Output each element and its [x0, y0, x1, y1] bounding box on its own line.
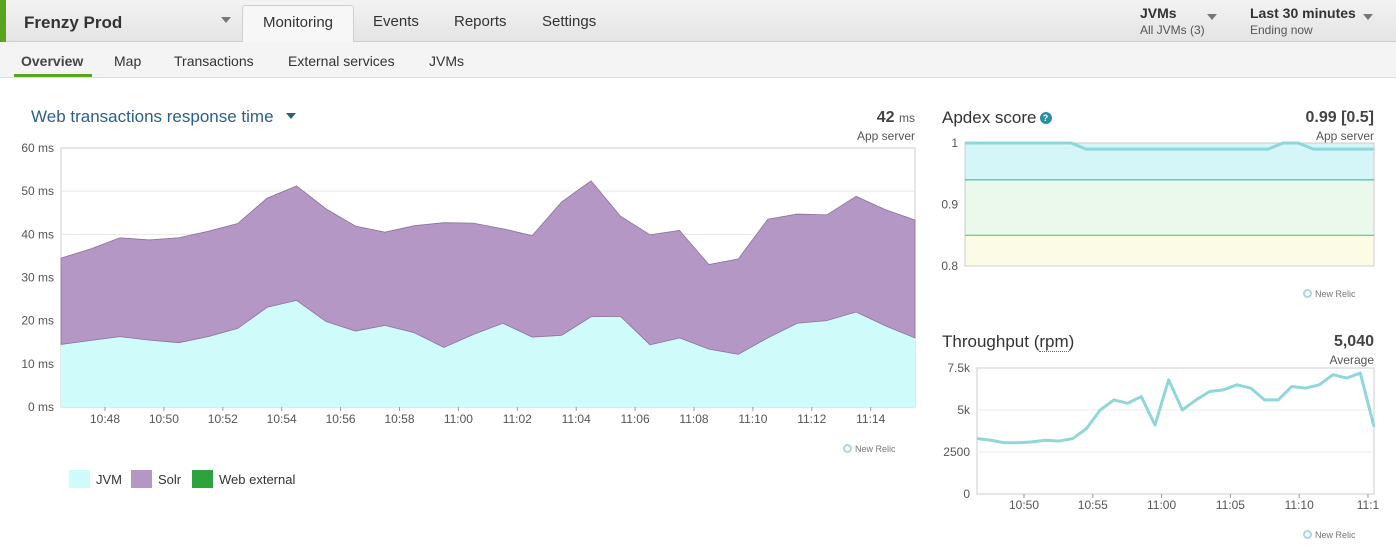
response-x-tick: 11:12: [797, 412, 826, 426]
app-dropdown-chevron-icon[interactable]: [221, 17, 231, 23]
legend-swatch-web-external: [192, 470, 213, 488]
time-chevron-down-icon: [1363, 14, 1373, 20]
subtab-overview[interactable]: Overview: [21, 53, 84, 69]
response-y-tick: 50 ms: [21, 184, 54, 198]
apdex-title-text: Apdex score: [942, 108, 1037, 127]
response-x-tick: 11:06: [621, 412, 650, 426]
series-area-jvm: [61, 300, 915, 407]
apdex-title: Apdex score?: [942, 108, 1052, 128]
subtab-jvms[interactable]: JVMs: [429, 53, 464, 69]
throughput-y-tick: 7.5k: [947, 361, 971, 375]
jvm-chevron-down-icon: [1207, 14, 1217, 20]
time-picker[interactable]: Last 30 minutes Ending now: [1250, 5, 1380, 37]
apdex-value: 0.99 [0.5]: [1305, 109, 1374, 126]
response-time-value: 42 ms: [790, 109, 915, 127]
throughput-line: [976, 371, 1376, 445]
tab-monitoring[interactable]: Monitoring: [242, 5, 354, 43]
throughput-x-tick: 10:55: [1078, 498, 1108, 512]
apdex-y-tick: 0.8: [941, 259, 958, 273]
throughput-x-tick: 11:1: [1357, 498, 1380, 512]
response-y-tick: 10 ms: [21, 357, 54, 371]
throughput-chart[interactable]: 0 2500 5k 7.5k 10:50 10:55 11:00 11:05 11:10 11:1: [936, 360, 1396, 520]
response-time-chart[interactable]: 0 ms 10 ms 20 ms 30 ms 40 ms 50 ms 60 ms 10:48 1…: [0, 140, 920, 440]
top-bar: Frenzy Prod Monitoring Events Reports Se…: [0, 0, 1396, 43]
subtab-transactions[interactable]: Transactions: [174, 53, 254, 69]
tab-events[interactable]: Events: [373, 13, 419, 30]
response-x-tick: 10:50: [149, 412, 179, 426]
throughput-x-tick: 11:10: [1285, 498, 1314, 512]
sub-nav: Overview Map Transactions External servi…: [0, 42, 1396, 78]
response-y-tick: 0 ms: [28, 400, 54, 414]
tab-settings[interactable]: Settings: [542, 13, 597, 30]
throughput-value: 5,040: [1333, 333, 1374, 350]
apdex-line: [965, 141, 1374, 151]
throughput-y-tick: 2500: [943, 445, 970, 459]
throughput-x-tick: 11:00: [1147, 498, 1176, 512]
response-x-tick: 11:04: [562, 412, 591, 426]
legend-label-solr: Solr: [158, 472, 182, 487]
subtab-external-services[interactable]: External services: [288, 53, 395, 69]
throughput-sublabel: Average: [1329, 353, 1374, 367]
apdex-y-tick: 0.9: [941, 198, 958, 212]
apdex-plot-area: [964, 142, 1375, 267]
new-relic-logo-icon: [1303, 289, 1312, 298]
response-x-tick: 10:56: [326, 412, 356, 426]
throughput-unit[interactable]: rpm: [1039, 332, 1069, 352]
response-chart-title[interactable]: Web transactions response time: [31, 107, 297, 127]
response-y-tick: 30 ms: [21, 271, 54, 285]
app-name[interactable]: Frenzy Prod: [24, 13, 123, 32]
throughput-title: Throughput (rpm): [942, 332, 1075, 352]
new-relic-logo-icon: [843, 444, 852, 453]
response-x-tick: 11:10: [738, 412, 767, 426]
new-relic-logo-icon: [1303, 530, 1312, 539]
response-y-tick: 60 ms: [21, 141, 54, 155]
legend-swatch-solr: [131, 470, 152, 488]
time-picker-value: Ending now: [1250, 23, 1313, 37]
series-area-solr: [60, 180, 916, 355]
active-subtab-indicator: [14, 74, 92, 77]
throughput-y-tick: 0: [963, 487, 970, 501]
response-chart-title-text: Web transactions response time: [31, 107, 274, 126]
response-sublabel: App server: [856, 129, 915, 143]
throughput-y-tick: 5k: [957, 403, 971, 417]
tab-reports[interactable]: Reports: [454, 13, 507, 30]
time-picker-label: Last 30 minutes: [1250, 5, 1356, 21]
apdex-band-tolerating: [965, 179, 1374, 236]
response-y-tick: 40 ms: [21, 227, 54, 241]
jvm-picker-label: JVMs: [1140, 5, 1177, 21]
apdex-y-tick: 1: [951, 136, 958, 150]
legend-web-external[interactable]: Web external: [192, 470, 295, 488]
app-color-strip: [0, 0, 6, 42]
response-y-tick: 20 ms: [21, 314, 54, 328]
apdex-sublabel: App server: [1315, 129, 1374, 143]
apdex-watermark: New Relic: [1303, 289, 1356, 299]
throughput-x-tick: 11:05: [1216, 498, 1245, 512]
apdex-chart[interactable]: 0.8 0.9 1: [936, 136, 1396, 278]
jvm-picker-value: All JVMs (3): [1140, 23, 1205, 37]
response-x-tick: 10:48: [90, 412, 120, 426]
chart-select-chevron-icon: [286, 113, 297, 119]
response-watermark: New Relic: [843, 444, 896, 454]
legend-swatch-jvm: [69, 470, 90, 488]
response-x-tick: 11:02: [503, 412, 532, 426]
throughput-x-tick: 10:50: [1009, 498, 1039, 512]
legend-label-jvm: JVM: [96, 472, 122, 487]
subtab-map[interactable]: Map: [114, 53, 142, 69]
response-unit: ms: [899, 111, 915, 125]
help-icon[interactable]: ?: [1039, 112, 1052, 124]
throughput-watermark: New Relic: [1303, 530, 1356, 540]
response-x-tick: 11:14: [856, 412, 885, 426]
response-x-tick: 10:54: [267, 412, 297, 426]
legend-jvm[interactable]: JVM: [69, 470, 122, 488]
response-value: 42: [876, 109, 895, 126]
throughput-title-text: Throughput: [942, 332, 1029, 351]
response-x-tick: 10:52: [208, 412, 238, 426]
legend-solr[interactable]: Solr: [131, 470, 181, 488]
jvm-picker[interactable]: JVMs All JVMs (3): [1140, 5, 1220, 37]
response-x-tick: 10:58: [384, 412, 414, 426]
apdex-band-frustrated: [965, 235, 1374, 266]
legend-label-web-external: Web external: [219, 472, 296, 487]
response-x-tick: 11:00: [444, 412, 473, 426]
response-x-tick: 11:08: [679, 412, 708, 426]
